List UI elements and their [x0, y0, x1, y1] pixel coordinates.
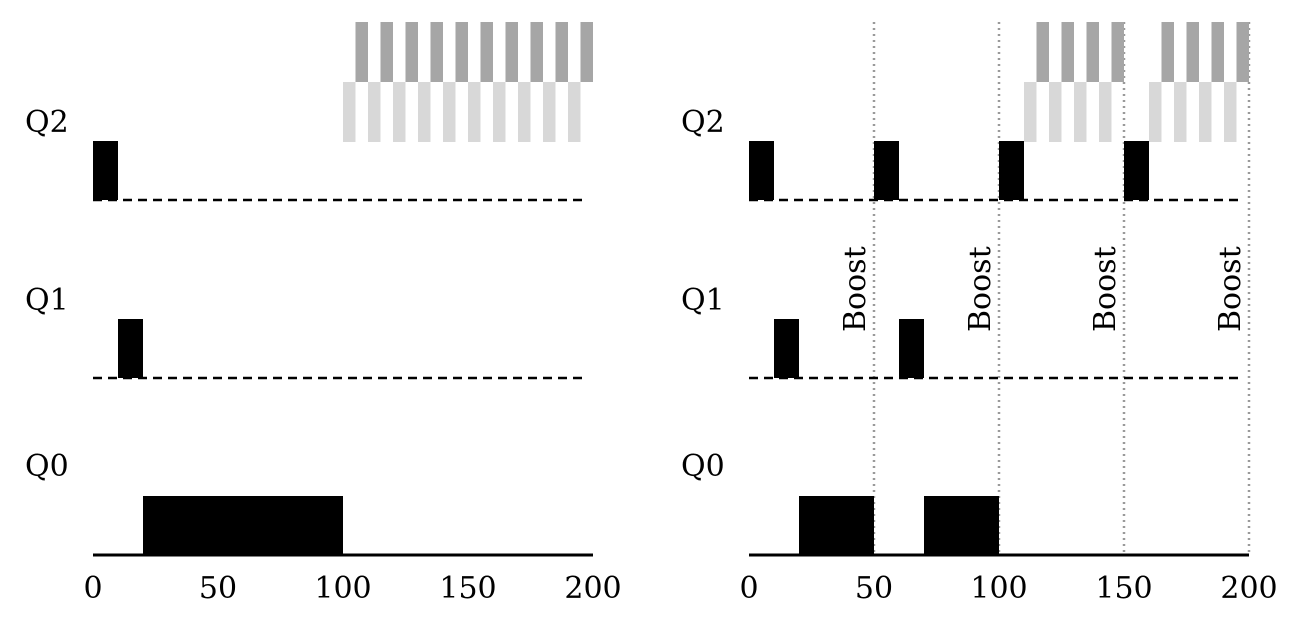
interactive-light-stripe [343, 82, 356, 142]
interactive-dark-stripe [1036, 22, 1049, 82]
interactive-light-stripe [443, 82, 456, 142]
long-job-block [749, 141, 774, 200]
interactive-light-stripe [568, 82, 581, 142]
x-tick-label: 200 [1220, 571, 1277, 606]
queue-label-q1: Q1 [25, 283, 69, 318]
queue-label-q0: Q0 [25, 449, 69, 484]
long-job-block [118, 319, 143, 378]
boost-label: Boost [838, 246, 873, 332]
boost-label: Boost [1088, 246, 1123, 332]
long-job-block [899, 319, 924, 378]
x-tick-label: 150 [439, 571, 496, 606]
x-tick-label: 150 [1095, 571, 1152, 606]
interactive-dark-stripe [480, 22, 493, 82]
boost-label: Boost [963, 246, 998, 332]
interactive-dark-stripe [1211, 22, 1224, 82]
interactive-light-stripe [1074, 82, 1087, 142]
interactive-light-stripe [1024, 82, 1037, 142]
queue-label-q2: Q2 [25, 105, 69, 140]
interactive-dark-stripe [380, 22, 393, 82]
x-tick-label: 50 [855, 571, 893, 606]
long-job-block [93, 141, 118, 200]
panel-left: Q2 Q1 Q0 0 50 100 150 200 [25, 22, 622, 606]
interactive-dark-stripe [430, 22, 443, 82]
long-job-block [774, 319, 799, 378]
interactive-light-stripe [1174, 82, 1187, 142]
x-tick-label: 50 [199, 571, 237, 606]
x-tick-label: 0 [739, 571, 758, 606]
interactive-light-stripe [1199, 82, 1212, 142]
interactive-dark-stripe [580, 22, 593, 82]
long-job-block [1124, 141, 1149, 200]
interactive-dark-stripe [455, 22, 468, 82]
interactive-light-stripe [468, 82, 481, 142]
long-job-block [799, 496, 874, 555]
interactive-light-stripe [368, 82, 381, 142]
boost-label: Boost [1213, 246, 1248, 332]
interactive-dark-stripe [530, 22, 543, 82]
interactive-dark-stripe [1061, 22, 1074, 82]
interactive-dark-stripe [1111, 22, 1124, 82]
x-tick-label: 200 [564, 571, 621, 606]
interactive-dark-stripe [505, 22, 518, 82]
long-job-block [924, 496, 999, 555]
interactive-light-stripe [418, 82, 431, 142]
interactive-light-stripe [493, 82, 506, 142]
x-tick-label: 0 [83, 571, 102, 606]
interactive-light-stripe [393, 82, 406, 142]
queue-label-q1: Q1 [681, 283, 725, 318]
interactive-dark-stripe [1086, 22, 1099, 82]
interactive-light-stripe [543, 82, 556, 142]
queue-label-q0: Q0 [681, 449, 725, 484]
interactive-dark-stripe [555, 22, 568, 82]
interactive-dark-stripe [405, 22, 418, 82]
interactive-dark-stripe [1186, 22, 1199, 82]
interactive-light-stripe [1049, 82, 1062, 142]
interactive-dark-stripe [355, 22, 368, 82]
interactive-light-stripe [518, 82, 531, 142]
long-job-block [143, 496, 343, 555]
panel-right: Q2 Q1 Q0 0 50 100 150 200 Boost Boost Boost Boost [681, 22, 1278, 606]
interactive-light-stripe [1224, 82, 1237, 142]
x-tick-label: 100 [970, 571, 1027, 606]
interactive-dark-stripe [1161, 22, 1174, 82]
x-tick-label: 100 [314, 571, 371, 606]
interactive-dark-stripe [1236, 22, 1249, 82]
long-job-block [874, 141, 899, 200]
interactive-light-stripe [1149, 82, 1162, 142]
interactive-light-stripe [1099, 82, 1112, 142]
long-job-block [999, 141, 1024, 200]
queue-label-q2: Q2 [681, 105, 725, 140]
